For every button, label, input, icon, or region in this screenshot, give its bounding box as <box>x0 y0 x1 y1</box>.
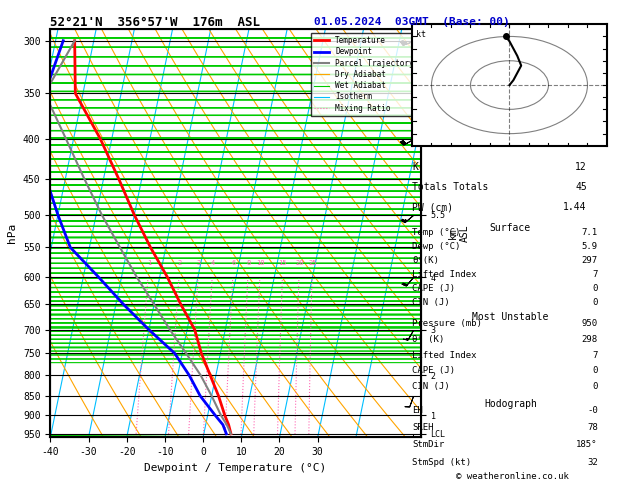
Text: 8: 8 <box>247 260 250 265</box>
Text: 1: 1 <box>147 260 151 265</box>
Text: 32: 32 <box>587 458 598 467</box>
Text: 6: 6 <box>231 260 235 265</box>
Text: Pressure (mb): Pressure (mb) <box>412 319 482 328</box>
Text: 10: 10 <box>256 260 265 265</box>
Text: 3: 3 <box>197 260 201 265</box>
Text: 01.05.2024  03GMT  (Base: 00): 01.05.2024 03GMT (Base: 00) <box>314 17 510 27</box>
Text: θᵉ (K): θᵉ (K) <box>412 335 445 344</box>
Text: SREH: SREH <box>412 423 434 433</box>
Text: 0: 0 <box>593 297 598 307</box>
Text: 1.44: 1.44 <box>564 203 587 212</box>
Y-axis label: hPa: hPa <box>8 223 18 243</box>
Text: 0: 0 <box>593 284 598 293</box>
Text: 7: 7 <box>593 351 598 360</box>
Text: 185°: 185° <box>576 440 598 450</box>
Text: Lifted Index: Lifted Index <box>412 270 477 279</box>
Text: CIN (J): CIN (J) <box>412 382 450 391</box>
Text: 950: 950 <box>582 319 598 328</box>
Text: © weatheronline.co.uk: © weatheronline.co.uk <box>456 472 569 481</box>
Text: PW (cm): PW (cm) <box>412 203 454 212</box>
Text: 7: 7 <box>593 270 598 279</box>
Text: 78: 78 <box>587 423 598 433</box>
Text: 20: 20 <box>295 260 304 265</box>
Text: CAPE (J): CAPE (J) <box>412 284 455 293</box>
Text: Temp (°C): Temp (°C) <box>412 228 460 237</box>
Text: 2: 2 <box>177 260 182 265</box>
Text: Totals Totals: Totals Totals <box>412 182 489 192</box>
Text: 298: 298 <box>582 335 598 344</box>
Text: CIN (J): CIN (J) <box>412 297 450 307</box>
Text: Dewp (°C): Dewp (°C) <box>412 242 460 251</box>
Text: 45: 45 <box>575 182 587 192</box>
Text: 297: 297 <box>582 256 598 265</box>
Text: 25: 25 <box>308 260 316 265</box>
Text: K: K <box>412 162 418 172</box>
Text: Lifted Index: Lifted Index <box>412 351 477 360</box>
Text: EH: EH <box>412 406 423 415</box>
Text: 15: 15 <box>279 260 287 265</box>
Text: Hodograph: Hodograph <box>484 399 537 409</box>
Text: 5.9: 5.9 <box>582 242 598 251</box>
Text: 0: 0 <box>593 366 598 375</box>
Text: 7.1: 7.1 <box>582 228 598 237</box>
Legend: Temperature, Dewpoint, Parcel Trajectory, Dry Adiabat, Wet Adiabat, Isotherm, Mi: Temperature, Dewpoint, Parcel Trajectory… <box>311 33 417 116</box>
Text: StmSpd (kt): StmSpd (kt) <box>412 458 471 467</box>
Text: CAPE (J): CAPE (J) <box>412 366 455 375</box>
Text: StmDir: StmDir <box>412 440 445 450</box>
Text: 12: 12 <box>575 162 587 172</box>
Y-axis label: km
ASL: km ASL <box>448 225 470 242</box>
X-axis label: Dewpoint / Temperature (°C): Dewpoint / Temperature (°C) <box>145 463 326 473</box>
Text: 4: 4 <box>211 260 215 265</box>
Text: 52°21'N  356°57'W  176m  ASL: 52°21'N 356°57'W 176m ASL <box>50 16 260 29</box>
Text: -0: -0 <box>587 406 598 415</box>
Text: 0: 0 <box>593 382 598 391</box>
Text: Surface: Surface <box>490 223 531 233</box>
Text: Most Unstable: Most Unstable <box>472 312 548 322</box>
Text: θᵉ(K): θᵉ(K) <box>412 256 439 265</box>
Text: kt: kt <box>416 30 426 39</box>
